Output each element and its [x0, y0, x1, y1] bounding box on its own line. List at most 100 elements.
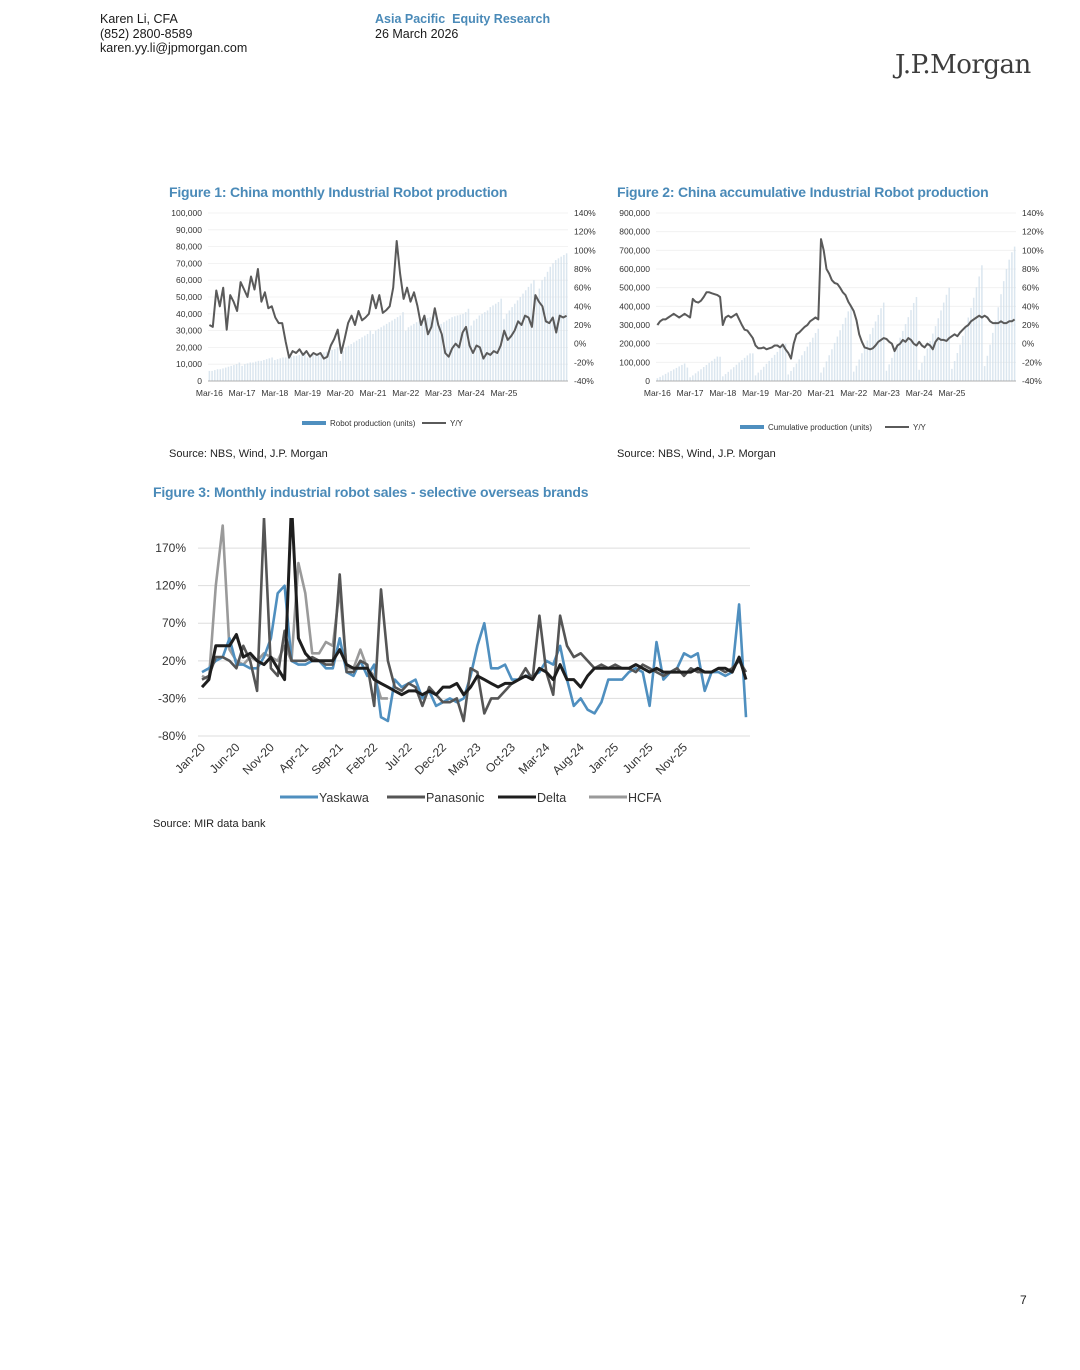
fig1-bar — [554, 260, 557, 381]
fig2-bar — [724, 374, 727, 381]
fig2-bar — [776, 351, 779, 381]
fig1-bar — [565, 253, 568, 381]
author-block: Karen Li, CFA (852) 2800-8589 karen.yy.l… — [100, 12, 247, 56]
fig1-bar — [244, 364, 246, 381]
fig1-bar — [339, 360, 342, 381]
fig2-bar — [675, 367, 678, 381]
fig2-y-right-tick: 100% — [1022, 245, 1044, 255]
fig1-bar — [274, 360, 276, 381]
fig1-bar — [530, 283, 532, 381]
fig2-bar — [749, 353, 751, 381]
fig2-bar — [885, 370, 888, 381]
fig2-bar — [711, 360, 713, 381]
fig1-y-right-tick: 20% — [574, 320, 591, 330]
fig2-bar — [782, 345, 784, 381]
fig1-bar — [522, 293, 524, 381]
fig1-bar — [336, 347, 339, 381]
fig2-bar — [768, 360, 770, 381]
fig2-y-right-tick: 120% — [1022, 227, 1044, 237]
fig1-bar — [325, 351, 328, 381]
fig1-bar — [544, 276, 546, 381]
fig2-bar — [1011, 252, 1013, 381]
fig1-bar — [208, 370, 211, 381]
fig2-bar — [719, 356, 721, 381]
fig3-y-tick: -30% — [158, 691, 186, 705]
fig2-bar — [683, 363, 686, 381]
fig1-y-left-tick: 70,000 — [176, 258, 202, 268]
fig2-bar — [967, 317, 970, 381]
fig1-bar — [301, 354, 303, 381]
fig1-bar — [279, 358, 282, 381]
fig1-bar — [290, 356, 292, 381]
fig1-bar — [331, 349, 333, 381]
fig2-y-right-tick: 40% — [1022, 301, 1039, 311]
fig1-bar — [233, 365, 235, 381]
fig2-bar — [942, 302, 945, 381]
fig2-source: Source: NBS, Wind, J.P. Morgan — [617, 448, 776, 460]
fig2-bar — [836, 336, 839, 381]
fig1-bar — [350, 344, 352, 381]
fig1-yy-line — [208, 240, 568, 360]
fig3-series-delta — [200, 518, 748, 697]
fig2-bar — [918, 369, 920, 381]
fig1-bar — [454, 316, 456, 381]
fig1-bar — [374, 330, 377, 381]
fig1-bar — [306, 357, 309, 381]
fig2-bar — [686, 367, 689, 381]
fig1-bar — [216, 369, 219, 381]
fig2-bar — [812, 337, 814, 381]
fig1-bar — [426, 318, 429, 381]
author-email[interactable]: karen.yy.li@jpmorgan.com — [100, 41, 248, 55]
fig1-y-right-tick: 120% — [574, 227, 596, 237]
fig1-bar — [527, 286, 530, 381]
fig2-bar — [762, 366, 765, 381]
fig1-bar — [434, 313, 437, 381]
fig2-bar — [940, 310, 942, 381]
fig1-bar — [410, 325, 412, 381]
fig2-y-left-tick: 600,000 — [619, 264, 650, 274]
fig1-y-left-tick: 10,000 — [176, 359, 202, 369]
fig3-x-tick: Nov-20 — [240, 740, 277, 777]
fig1-bar — [265, 359, 268, 381]
fig1-bar — [524, 290, 527, 381]
fig2-bar — [825, 361, 828, 381]
fig2-bar — [722, 376, 724, 381]
fig2-bar — [705, 364, 708, 381]
fig1-bar — [298, 354, 301, 381]
fig1-bar — [355, 340, 358, 381]
fig1-bar — [505, 313, 508, 381]
fig1-legend-bar-swatch — [302, 421, 326, 425]
fig2-y-left-tick: 900,000 — [619, 208, 650, 218]
jpmorgan-logo: J.P.Morgan — [895, 50, 1031, 80]
author-name: Karen Li, CFA — [100, 12, 178, 26]
fig2-y-left-tick: 200,000 — [619, 339, 650, 349]
fig2-bar — [656, 378, 659, 381]
fig2-bar — [847, 311, 850, 381]
fig2-bar — [700, 369, 702, 381]
fig1-y-right-tick: 60% — [574, 283, 591, 293]
fig2-bar — [678, 366, 680, 381]
fig2-bar — [932, 333, 934, 381]
fig3-x-tick: Jun-20 — [207, 740, 243, 776]
fig1-bar — [380, 327, 382, 381]
fig1-y-left-tick: 20,000 — [176, 342, 202, 352]
fig1-chart: 0 10,000 20,000 30,000 40,000 50,000 60,000 70,… — [171, 208, 596, 428]
fig1-bar — [470, 325, 472, 381]
fig1-bar — [230, 365, 232, 381]
fig2-bar — [716, 356, 719, 381]
fig2-bar — [839, 330, 841, 381]
fig2-y-right-tick: 140% — [1022, 208, 1044, 218]
fig2-bar — [792, 367, 795, 381]
fig1-bar — [295, 355, 298, 381]
fig1-bar — [249, 362, 252, 381]
fig3-x-tick: Mar-24 — [516, 740, 553, 777]
fig2-bar — [953, 361, 956, 381]
fig1-x-tick: Mar-18 — [261, 388, 288, 398]
fig3-legend-label-delta: Delta — [537, 791, 566, 805]
fig1-bar — [241, 365, 243, 381]
fig2-bar — [896, 344, 899, 381]
fig1-bar — [481, 313, 483, 381]
fig1-bar — [407, 327, 410, 381]
fig2-bar — [1013, 246, 1016, 381]
fig1-bar — [475, 318, 478, 381]
